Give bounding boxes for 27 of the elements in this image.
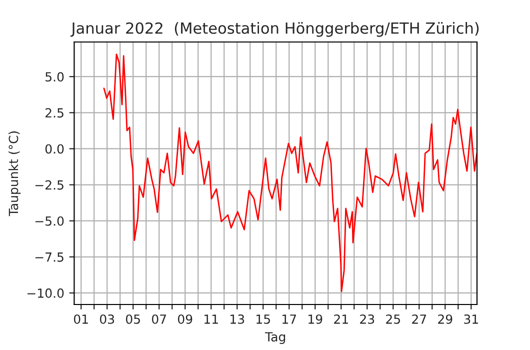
- x-tick-label: 13: [230, 314, 244, 324]
- y-tick-label: −10.0: [27, 288, 64, 298]
- x-tick-label: 23: [360, 314, 374, 324]
- y-axis-title: Taupunkt (°C): [8, 131, 21, 216]
- x-tick-label: 19: [308, 314, 322, 324]
- x-tick-label: 11: [204, 314, 218, 324]
- x-tick-label: 21: [334, 314, 348, 324]
- x-tick-label: 15: [256, 314, 270, 324]
- x-tick-label: 03: [100, 314, 114, 324]
- x-tick-label: 27: [412, 314, 426, 324]
- x-tick-label: 25: [386, 314, 400, 324]
- y-tick-label: 2.5: [46, 108, 64, 118]
- x-tick-label: 07: [152, 314, 166, 324]
- x-tick-label: 31: [464, 314, 478, 324]
- y-tick-label: −7.5: [35, 252, 64, 262]
- x-tick-label: 09: [178, 314, 192, 324]
- line-series: [103, 54, 477, 292]
- y-tick-label: 5.0: [46, 72, 64, 82]
- x-tick-label: 29: [438, 314, 452, 324]
- y-tick-label: −5.0: [35, 216, 64, 226]
- y-tick-label: 0.0: [45, 144, 64, 154]
- x-tick-label: 01: [74, 314, 88, 324]
- x-axis-title: Tag: [264, 332, 286, 344]
- x-tick-label: 17: [282, 314, 296, 324]
- y-tick-label: −2.5: [35, 180, 64, 190]
- x-tick-label: 05: [126, 314, 140, 324]
- chart-title: Januar 2022 (Meteostation Hönggerberg/ETH Zürich): [70, 22, 479, 37]
